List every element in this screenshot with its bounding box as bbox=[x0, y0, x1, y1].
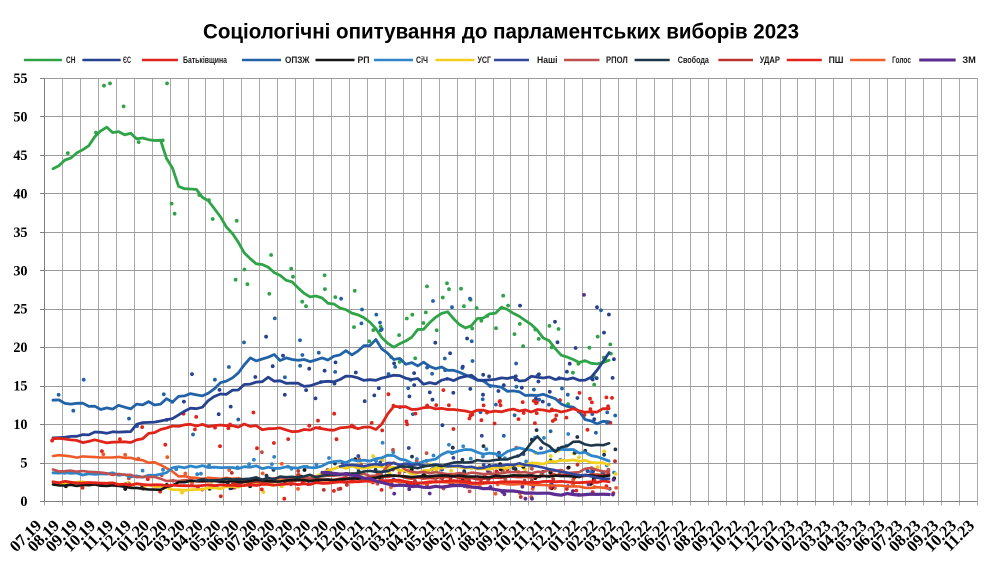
svg-text:20: 20 bbox=[13, 340, 27, 356]
svg-text:Наші: Наші bbox=[537, 55, 558, 65]
svg-text:40: 40 bbox=[13, 186, 27, 202]
svg-text:СН: СН bbox=[66, 55, 76, 65]
svg-text:30: 30 bbox=[13, 263, 27, 279]
svg-text:55: 55 bbox=[13, 71, 27, 87]
svg-text:ОПЗЖ: ОПЗЖ bbox=[285, 55, 310, 65]
svg-text:5: 5 bbox=[20, 456, 27, 472]
svg-text:25: 25 bbox=[13, 302, 27, 318]
svg-text:50: 50 bbox=[13, 109, 27, 125]
svg-text:35: 35 bbox=[13, 225, 27, 241]
svg-text:Батьківщина: Батьківщина bbox=[183, 55, 228, 65]
svg-text:РПОЛ: РПОЛ bbox=[606, 55, 628, 65]
svg-text:Голос: Голос bbox=[892, 55, 911, 65]
svg-text:Свобода: Свобода bbox=[678, 55, 710, 65]
svg-text:ЗМ: ЗМ bbox=[962, 55, 976, 65]
svg-text:ПШ: ПШ bbox=[829, 55, 844, 65]
svg-text:ЄС: ЄС bbox=[123, 55, 131, 65]
svg-text:15: 15 bbox=[13, 379, 27, 395]
svg-text:10: 10 bbox=[13, 417, 27, 433]
svg-text:РП: РП bbox=[358, 55, 370, 65]
svg-text:СіЧ: СіЧ bbox=[416, 55, 428, 65]
svg-text:0: 0 bbox=[20, 494, 27, 510]
svg-text:УДАР: УДАР bbox=[760, 55, 780, 65]
svg-text:45: 45 bbox=[13, 148, 27, 164]
svg-text:Соціологічні опитування до па: Соціологічні опитування до парламентськи… bbox=[203, 20, 799, 44]
svg-text:УСГ: УСГ bbox=[478, 55, 492, 65]
